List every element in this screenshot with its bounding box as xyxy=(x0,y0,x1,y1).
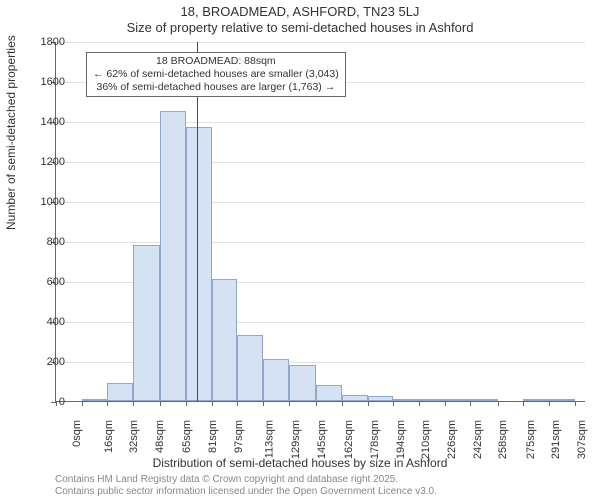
y-axis-label: Number of semi-detached properties xyxy=(4,35,18,230)
x-tick-label: 242sqm xyxy=(472,420,484,459)
x-tick-mark xyxy=(133,401,134,406)
x-tick-label: 210sqm xyxy=(420,420,432,459)
x-tick-mark xyxy=(445,401,446,406)
grid-line xyxy=(56,42,585,43)
x-tick-mark xyxy=(498,401,499,406)
y-tick-label: 200 xyxy=(25,356,65,368)
plot-area: 18 BROADMEAD: 88sqm← 62% of semi-detache… xyxy=(55,42,585,402)
x-tick-mark xyxy=(342,401,343,406)
chart-container: 18, BROADMEAD, ASHFORD, TN23 5LJ Size of… xyxy=(0,0,600,500)
x-tick-mark xyxy=(160,401,161,406)
x-tick-label: 145sqm xyxy=(316,420,328,459)
x-tick-mark xyxy=(368,401,369,406)
histogram-bar xyxy=(368,396,394,401)
x-tick-label: 48sqm xyxy=(154,420,166,453)
annotation-line3: 36% of semi-detached houses are larger (… xyxy=(93,81,339,94)
histogram-bar xyxy=(316,385,342,401)
x-tick-label: 16sqm xyxy=(103,420,115,453)
x-tick-mark xyxy=(82,401,83,406)
y-tick-label: 800 xyxy=(25,236,65,248)
x-tick-mark xyxy=(523,401,524,406)
histogram-bar xyxy=(289,365,316,401)
x-tick-label: 226sqm xyxy=(446,420,458,459)
histogram-bar xyxy=(186,127,212,401)
x-tick-label: 0sqm xyxy=(71,420,83,447)
grid-line xyxy=(56,122,585,123)
y-tick-label: 1600 xyxy=(25,76,65,88)
annotation-line2: ← 62% of semi-detached houses are smalle… xyxy=(93,68,339,81)
x-tick-label: 275sqm xyxy=(525,420,537,459)
x-tick-label: 129sqm xyxy=(290,420,302,459)
histogram-bar xyxy=(549,399,575,401)
x-tick-label: 113sqm xyxy=(264,420,276,458)
footer-line1: Contains HM Land Registry data © Crown c… xyxy=(55,474,437,486)
histogram-bar xyxy=(160,111,186,401)
x-tick-mark xyxy=(289,401,290,406)
histogram-bar xyxy=(107,383,133,401)
y-tick-label: 1000 xyxy=(25,196,65,208)
y-tick-label: 1800 xyxy=(25,36,65,48)
chart-title-line2: Size of property relative to semi-detach… xyxy=(0,20,600,35)
x-tick-label: 307sqm xyxy=(576,420,588,459)
histogram-bar xyxy=(133,245,160,401)
histogram-bar xyxy=(393,399,419,401)
x-tick-mark xyxy=(470,401,471,406)
x-tick-label: 81sqm xyxy=(207,420,219,453)
annotation-line1: 18 BROADMEAD: 88sqm xyxy=(93,55,339,68)
histogram-bar xyxy=(419,399,445,401)
x-tick-label: 258sqm xyxy=(498,420,510,459)
histogram-bar xyxy=(82,399,108,401)
y-tick-label: 600 xyxy=(25,276,65,288)
y-tick-label: 400 xyxy=(25,316,65,328)
histogram-bar xyxy=(445,399,471,401)
x-tick-label: 291sqm xyxy=(551,420,563,459)
x-tick-mark xyxy=(186,401,187,406)
x-tick-mark xyxy=(237,401,238,406)
x-tick-label: 65sqm xyxy=(181,420,193,453)
histogram-bar xyxy=(342,395,368,401)
x-tick-label: 178sqm xyxy=(369,420,381,459)
chart-title-line1: 18, BROADMEAD, ASHFORD, TN23 5LJ xyxy=(0,4,600,19)
x-tick-mark xyxy=(212,401,213,406)
histogram-bar xyxy=(263,359,289,401)
histogram-bar xyxy=(523,399,549,401)
y-tick-label: 1200 xyxy=(25,156,65,168)
footer-attribution: Contains HM Land Registry data © Crown c… xyxy=(55,474,437,498)
x-tick-mark xyxy=(263,401,264,406)
y-tick-label: 0 xyxy=(25,396,65,408)
x-tick-mark xyxy=(316,401,317,406)
x-tick-label: 194sqm xyxy=(395,420,407,459)
x-tick-mark xyxy=(393,401,394,406)
x-tick-mark xyxy=(575,401,576,406)
x-tick-mark xyxy=(419,401,420,406)
grid-line xyxy=(56,162,585,163)
histogram-bar xyxy=(470,399,497,401)
y-tick-label: 1400 xyxy=(25,116,65,128)
histogram-bar xyxy=(212,279,238,401)
x-tick-label: 32sqm xyxy=(128,420,140,453)
x-tick-label: 97sqm xyxy=(233,420,245,453)
grid-line xyxy=(56,242,585,243)
x-tick-mark xyxy=(549,401,550,406)
footer-line2: Contains public sector information licen… xyxy=(55,486,437,498)
x-tick-label: 162sqm xyxy=(343,420,355,459)
x-tick-mark xyxy=(107,401,108,406)
grid-line xyxy=(56,202,585,203)
annotation-box: 18 BROADMEAD: 88sqm← 62% of semi-detache… xyxy=(86,52,346,97)
histogram-bar xyxy=(237,335,263,401)
